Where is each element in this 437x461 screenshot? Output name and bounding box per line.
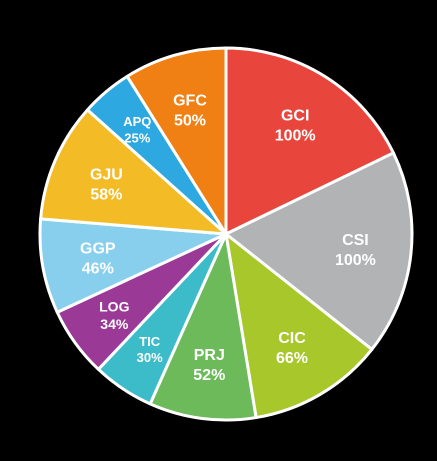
slice-name-apq: APQ [123, 114, 151, 129]
slice-value-log: 34% [100, 316, 129, 332]
slice-value-tic: 30% [137, 350, 163, 365]
pie-slice-gfc [125, 46, 228, 236]
slice-name-gju: GJU [90, 166, 123, 183]
slice-value-ggp: 46% [82, 261, 114, 278]
pie-slice-csi [224, 151, 414, 351]
slice-value-cic: 66% [276, 350, 308, 367]
slice-name-prj: PRJ [194, 347, 225, 364]
slice-name-csi: CSI [342, 232, 369, 249]
slice-name-tic: TIC [139, 334, 161, 349]
pie-slice-prj [148, 232, 258, 422]
slice-value-gci: 100% [275, 128, 316, 145]
pie-slice-cic [224, 232, 374, 420]
slice-name-gci: GCI [281, 108, 309, 125]
slice-value-gfc: 50% [174, 113, 206, 130]
slice-value-gju: 58% [90, 186, 122, 203]
pie-slice-gju [39, 108, 228, 236]
pie-slice-gci [224, 46, 395, 236]
slice-value-prj: 52% [193, 367, 225, 384]
slice-name-log: LOG [99, 299, 129, 315]
slice-value-csi: 100% [335, 252, 376, 269]
slice-name-ggp: GGP [80, 241, 116, 258]
pie-slice-ggp [38, 217, 228, 314]
slice-value-apq: 25% [124, 130, 150, 145]
slice-name-cic: CIC [278, 330, 306, 347]
pie-slices [38, 46, 414, 422]
slice-name-gfc: GFC [173, 93, 207, 110]
